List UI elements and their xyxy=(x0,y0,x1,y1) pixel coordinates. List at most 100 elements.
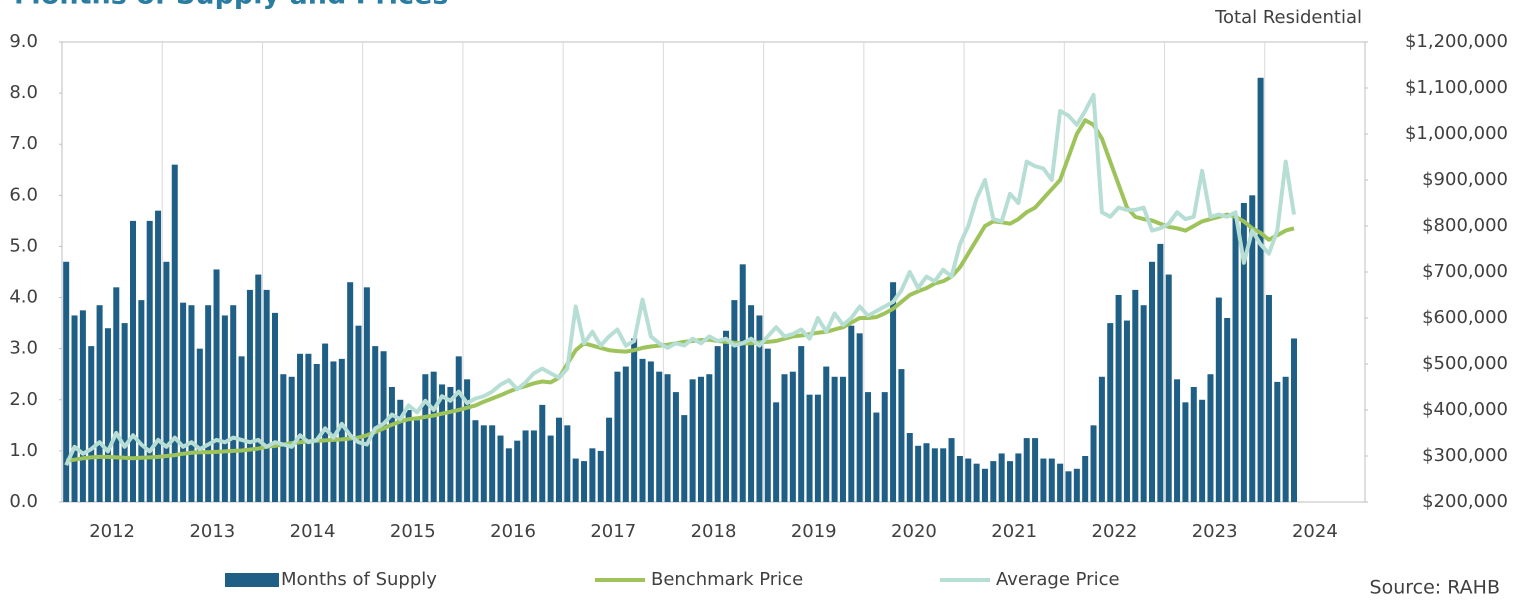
bar xyxy=(1282,376,1289,502)
bar xyxy=(263,289,270,502)
x-tick-label: 2016 xyxy=(490,521,536,542)
bar xyxy=(514,440,521,502)
bar xyxy=(748,305,755,502)
bar xyxy=(413,420,420,502)
bar xyxy=(1149,261,1156,502)
bar xyxy=(898,369,905,502)
bar xyxy=(555,417,562,502)
bar xyxy=(288,376,295,502)
y2-tick-label: $900,000 xyxy=(1422,169,1508,190)
bar xyxy=(923,443,930,502)
bar xyxy=(1240,203,1247,502)
bar xyxy=(639,358,646,502)
y2-tick-label: $1,000,000 xyxy=(1405,123,1508,144)
bar xyxy=(1132,289,1139,502)
y2-tick-label: $300,000 xyxy=(1422,445,1508,466)
y-tick-label: 0.0 xyxy=(9,491,38,512)
source: Source: RAHB xyxy=(1370,577,1500,599)
bar xyxy=(931,448,938,502)
bar xyxy=(814,394,821,502)
bar xyxy=(397,399,404,502)
x-tick-label: 2023 xyxy=(1192,521,1238,542)
legend-swatch xyxy=(225,573,279,587)
y-tick-label: 1.0 xyxy=(9,440,38,461)
bar xyxy=(589,448,596,502)
x-tick-label: 2012 xyxy=(89,521,135,542)
bar xyxy=(63,261,70,502)
bar xyxy=(998,453,1005,502)
bar xyxy=(305,353,312,502)
bar xyxy=(405,410,412,502)
bar xyxy=(906,433,913,502)
bar xyxy=(1040,458,1047,502)
line xyxy=(64,92,1296,467)
bar xyxy=(355,325,362,502)
bar xyxy=(388,387,395,502)
bar xyxy=(789,371,796,502)
bar xyxy=(873,412,880,502)
x-tick-label: 2014 xyxy=(290,521,336,542)
bar xyxy=(731,300,738,502)
bar xyxy=(647,361,654,502)
bar xyxy=(1199,399,1206,502)
bar xyxy=(915,445,922,502)
bar xyxy=(756,315,763,502)
bar xyxy=(614,371,621,502)
bar xyxy=(1207,374,1214,502)
bar xyxy=(631,338,638,502)
bar xyxy=(1057,463,1064,502)
bar xyxy=(706,374,713,502)
bar xyxy=(839,376,846,502)
bar xyxy=(581,461,588,502)
bar xyxy=(171,164,178,502)
bar xyxy=(973,463,980,502)
y2-tick-label: $200,000 xyxy=(1422,491,1508,512)
bar xyxy=(230,305,237,502)
y-tick-label: 7.0 xyxy=(9,133,38,154)
bar xyxy=(823,366,830,502)
x-tick-label: 2021 xyxy=(991,521,1037,542)
bar xyxy=(1007,461,1014,502)
bar xyxy=(1157,243,1164,502)
bar xyxy=(1290,338,1298,502)
y-tick-label: 9.0 xyxy=(9,31,38,52)
bar xyxy=(121,323,128,502)
bar xyxy=(79,310,86,502)
bar xyxy=(831,376,838,502)
bar xyxy=(956,456,963,502)
bar xyxy=(129,220,137,502)
bar xyxy=(1123,320,1130,502)
bar xyxy=(246,289,253,502)
bar xyxy=(480,425,487,502)
bar xyxy=(297,353,304,502)
bar xyxy=(1265,295,1272,502)
x-tick-label: 2024 xyxy=(1292,521,1338,542)
chart-title: Months of Supply and Prices xyxy=(14,0,448,11)
y-tick-label: 8.0 xyxy=(9,82,38,103)
bar xyxy=(1165,274,1172,502)
bar xyxy=(338,358,345,502)
legend-label: Average Price xyxy=(996,569,1120,590)
bar xyxy=(1224,318,1231,502)
bar xyxy=(271,312,278,502)
bar xyxy=(71,315,78,502)
bar xyxy=(1182,402,1189,502)
bar xyxy=(113,287,120,502)
bar xyxy=(96,305,103,502)
bar xyxy=(363,287,370,502)
bar xyxy=(564,425,571,502)
bar xyxy=(347,282,354,502)
bar xyxy=(781,374,788,502)
bar xyxy=(322,343,329,502)
bar xyxy=(1073,468,1080,502)
y2-tick-label: $700,000 xyxy=(1422,261,1508,282)
bar xyxy=(1082,456,1089,502)
bar xyxy=(672,392,679,502)
bar xyxy=(723,330,730,502)
bar xyxy=(881,392,888,502)
bar xyxy=(981,468,988,502)
bar xyxy=(948,438,955,502)
bar xyxy=(656,371,663,502)
bar xyxy=(255,274,262,502)
bar xyxy=(1257,77,1264,503)
